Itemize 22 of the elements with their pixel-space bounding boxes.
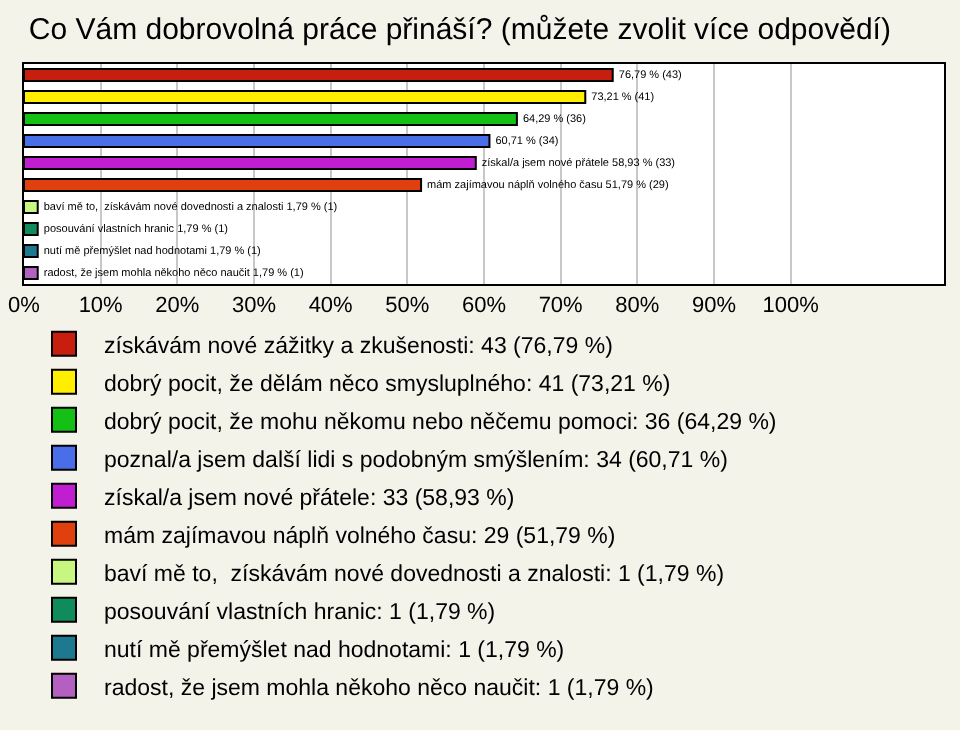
x-tick-label: 90% bbox=[691, 294, 737, 319]
legend-label: získal/a jsem nové přátele: 33 (58,93 %) bbox=[104, 486, 515, 511]
chart-title: Co Vám dobrovolná práce přináší? (můžete zvolit více odpovědí) bbox=[28, 13, 891, 48]
legend-label: baví mě to, získávám nové dovednosti a znalosti: 1 (1,79 %) bbox=[104, 562, 725, 587]
legend-label: nutí mě přemýšlet nad hodnotami: 1 (1,79 %) bbox=[104, 638, 565, 663]
legend-label: dobrý pocit, že mohu někomu nebo něčemu pomoci: 36 (64,29 %) bbox=[104, 410, 777, 435]
legend-label: mám zajímavou náplň volného času: 29 (51,79 %) bbox=[104, 524, 616, 549]
legend-label: posouvání vlastních hranic: 1 (1,79 %) bbox=[104, 600, 496, 625]
x-tick-label: 10% bbox=[78, 294, 124, 319]
legend-label: poznal/a jsem další lidi s podobným smýšlením: 34 (60,71 %) bbox=[104, 448, 729, 473]
legend-label: radost, že jsem mohla někoho něco naučit: 1 (1,79 %) bbox=[104, 676, 655, 701]
x-tick-label: 70% bbox=[538, 294, 584, 319]
x-tick-label: 40% bbox=[308, 294, 354, 319]
x-tick-label: 50% bbox=[385, 294, 430, 319]
x-tick-label: 0% bbox=[8, 294, 41, 319]
legend-label: dobrý pocit, že dělám něco smysluplného: 41 (73,21 %) bbox=[104, 372, 671, 397]
x-tick-label: 80% bbox=[615, 294, 660, 319]
x-tick-label: 100% bbox=[762, 294, 820, 319]
x-tick-label: 20% bbox=[155, 294, 200, 319]
x-tick-label: 60% bbox=[461, 294, 507, 319]
legend-label: získávám nové zážitky a zkušenosti: 43 (76,79 %) bbox=[104, 334, 614, 359]
x-tick-label: 30% bbox=[231, 294, 277, 319]
